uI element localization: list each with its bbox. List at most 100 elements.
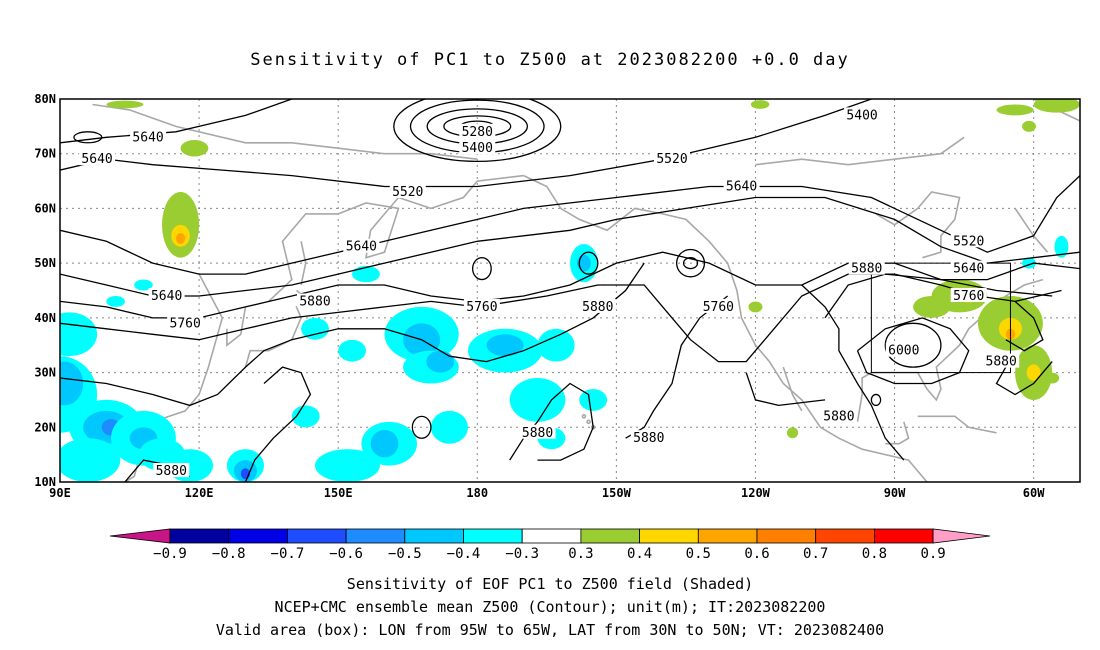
shaded-sensitivity-area — [180, 140, 209, 157]
shaded-sensitivity-area — [430, 410, 469, 444]
contour-label-bg — [950, 233, 987, 248]
colorbar-swatch — [286, 528, 347, 544]
lon-label: 120W — [741, 486, 771, 500]
shaded-sensitivity-area — [291, 405, 320, 428]
lon-label: 90W — [884, 486, 906, 500]
shaded-sensitivity-area — [60, 438, 121, 482]
colorbar-swatch — [463, 528, 523, 544]
colorbar-swatch — [345, 528, 406, 544]
lat-label: 30N — [34, 366, 56, 380]
contour-label: 5880 — [299, 294, 330, 309]
coastline — [875, 191, 961, 259]
shaded-sensitivity-area — [750, 100, 770, 109]
z500-closed-contour — [411, 415, 432, 439]
shaded-sensitivity-area — [1054, 235, 1069, 258]
z500-contour-line — [244, 366, 312, 482]
shaded-sensitivity-area — [315, 449, 380, 482]
colorbar-label: −0.5 — [388, 546, 422, 562]
contour-label-bg — [459, 123, 496, 138]
contour-label-bg — [844, 107, 881, 122]
colorbar-swatch — [874, 528, 934, 544]
colorbar: −0.9 −0.8 −0.7 −0.6 −0.5 −0.4 −0.3 0.3 0.4 0.5 0.6… — [109, 528, 991, 562]
z500-contour-line — [745, 372, 826, 407]
colorbar-swatch — [404, 528, 464, 544]
colorbar-swatch — [169, 528, 230, 544]
z500-contour-line — [60, 251, 1080, 319]
coastline — [782, 366, 803, 412]
colorbar-label: 0.4 — [627, 546, 652, 562]
contour-label-bg — [654, 151, 690, 166]
coastline — [124, 273, 224, 482]
shaded-sensitivity-area — [162, 192, 200, 258]
contour-label: 5640 — [151, 289, 182, 304]
contour-label-bg — [519, 424, 556, 439]
shaded-sensitivity-area — [106, 295, 125, 307]
contour-label: 5640 — [346, 240, 377, 255]
shaded-sensitivity-area — [60, 361, 84, 406]
valid-area-box — [870, 262, 1011, 374]
contour-label: 5520 — [953, 234, 984, 249]
z500-closed-contour — [870, 393, 882, 407]
lon-label: 150E — [324, 486, 353, 500]
lon-label: 60W — [1023, 486, 1045, 500]
coastline — [300, 241, 307, 286]
colorbar-swatch — [815, 528, 875, 544]
colorbar-label: 0.3 — [568, 546, 593, 562]
colorbar-swatch — [639, 528, 699, 544]
shaded-sensitivity-area — [913, 295, 951, 318]
map-gridlines — [60, 99, 1080, 482]
colorbar-label: 0.9 — [920, 546, 945, 562]
colorbar-label: −0.3 — [505, 546, 539, 562]
coastline — [226, 306, 247, 347]
shaded-sensitivity-area — [579, 388, 608, 411]
z500-closed-contour — [578, 251, 599, 275]
shaded-sensitivity-area — [175, 233, 186, 244]
contour-label-bg — [148, 287, 185, 302]
contour-label: 5760 — [703, 300, 734, 315]
contour-label-bg — [950, 260, 987, 275]
lat-label: 10N — [34, 475, 56, 489]
contour-label: 5760 — [953, 289, 984, 304]
coastline — [917, 415, 997, 434]
lat-label: 20N — [34, 420, 56, 434]
z500-contour-line — [1005, 300, 1044, 352]
colorbar-swatch — [521, 528, 582, 544]
contour-label-bg — [389, 184, 426, 199]
z500-closed-contour — [471, 257, 492, 281]
lat-label: 60N — [34, 201, 56, 215]
contour-label: 6000 — [888, 344, 919, 359]
contour-label: 5880 — [156, 464, 187, 479]
z500-contour-line — [625, 295, 729, 439]
contour-label-bg — [459, 140, 496, 155]
lat-label: 50N — [34, 256, 56, 270]
shaded-sensitivity-area — [352, 265, 380, 283]
shaded-sensitivity-area — [486, 334, 524, 357]
contour-label-bg — [723, 178, 760, 193]
contour-label-bg — [700, 298, 737, 313]
contour-label: 5640 — [81, 152, 112, 167]
shaded-sensitivity-area — [134, 279, 153, 291]
contour-label-bg — [297, 293, 333, 308]
shaded-sensitivity-area — [106, 100, 144, 109]
contour-label-bg — [950, 287, 987, 302]
lon-label: 180 — [466, 486, 488, 500]
z500-low-contour — [393, 99, 562, 163]
lat-label: 40N — [34, 311, 56, 325]
z500-contour-line — [824, 273, 1053, 319]
coastline — [1014, 207, 1049, 253]
contour-label: 5880 — [582, 300, 613, 315]
lon-label: 90E — [49, 486, 71, 500]
coastline — [755, 136, 965, 166]
colorbar-label: −0.9 — [153, 546, 187, 562]
contour-label-bg — [820, 408, 857, 423]
contour-label: 5640 — [132, 130, 163, 145]
z500-closed-contour — [682, 257, 699, 270]
contour-label: 5880 — [522, 426, 553, 441]
colorbar-swatch — [697, 528, 758, 544]
lon-label: 150W — [602, 486, 632, 500]
colorbar-low-arrow — [109, 528, 171, 544]
colorbar-label: −0.7 — [271, 546, 305, 562]
map-frame — [59, 98, 1081, 483]
